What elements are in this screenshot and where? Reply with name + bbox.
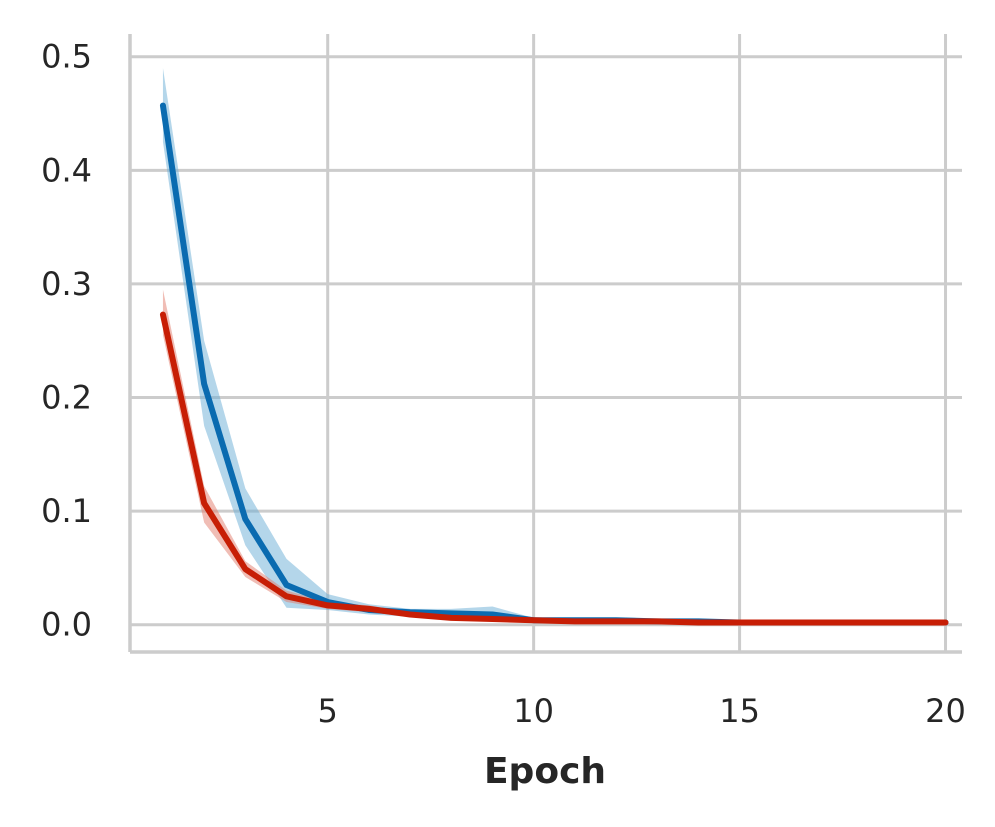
series-line-2 <box>159 311 949 626</box>
x-tick-label: 15 <box>719 692 760 730</box>
x-tick-label: 5 <box>318 692 338 730</box>
x-axis-title: Epoch <box>484 751 606 792</box>
axis-spines <box>128 34 962 654</box>
series-lines <box>159 102 949 626</box>
y-tick-label: 0.0 <box>41 606 92 644</box>
confidence-band-1 <box>162 68 946 624</box>
x-tick-label: 10 <box>513 692 554 730</box>
y-tick-label: 0.3 <box>41 265 92 303</box>
tick-labels: 5 10 15 20 0.0 0.1 0.2 0.3 0.4 0.5 <box>41 38 966 730</box>
y-tick-label: 0.1 <box>41 492 92 530</box>
grid-lines <box>130 34 962 652</box>
x-tick-label: 20 <box>925 692 966 730</box>
series-line-1 <box>159 102 949 626</box>
y-tick-label: 0.2 <box>41 379 92 417</box>
y-tick-label: 0.4 <box>41 151 92 189</box>
confidence-bands <box>162 68 946 624</box>
y-tick-label: 0.5 <box>41 38 92 76</box>
